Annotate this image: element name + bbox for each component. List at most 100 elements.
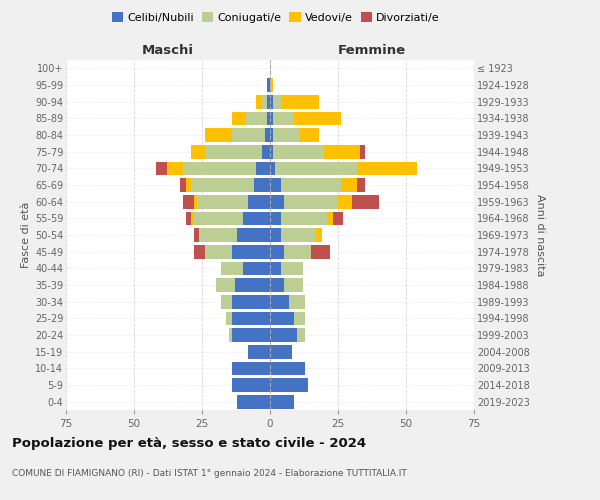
Bar	[205, 245, 232, 258]
Bar	[281, 178, 341, 192]
Bar	[270, 245, 284, 258]
Bar	[183, 162, 256, 175]
Bar	[327, 212, 332, 225]
Bar	[235, 278, 270, 292]
Bar	[270, 162, 275, 175]
Bar	[270, 228, 281, 242]
Bar	[232, 362, 270, 375]
Bar	[194, 195, 197, 208]
Bar	[281, 262, 302, 275]
Bar	[205, 128, 232, 142]
Bar	[352, 195, 379, 208]
Bar	[232, 378, 270, 392]
Bar	[270, 345, 292, 358]
Bar	[270, 295, 289, 308]
Bar	[194, 212, 243, 225]
Bar	[238, 395, 270, 408]
Bar	[267, 95, 270, 108]
Bar	[270, 95, 273, 108]
Bar	[232, 245, 270, 258]
Bar	[284, 195, 338, 208]
Bar	[232, 312, 270, 325]
Bar	[270, 262, 281, 275]
Bar	[357, 162, 417, 175]
Bar	[232, 128, 265, 142]
Bar	[281, 95, 319, 108]
Bar	[226, 312, 232, 325]
Bar	[281, 212, 327, 225]
Text: Femmine: Femmine	[338, 44, 406, 57]
Bar	[270, 145, 273, 158]
Bar	[325, 145, 360, 158]
Bar	[297, 328, 305, 342]
Bar	[185, 212, 191, 225]
Bar	[357, 178, 365, 192]
Bar	[256, 95, 262, 108]
Bar	[270, 212, 281, 225]
Bar	[243, 262, 270, 275]
Bar	[289, 295, 305, 308]
Bar	[270, 178, 281, 192]
Bar	[270, 78, 273, 92]
Bar	[270, 378, 308, 392]
Legend: Celibi/Nubili, Coniugati/e, Vedovi/e, Divorziati/e: Celibi/Nubili, Coniugati/e, Vedovi/e, Di…	[108, 8, 444, 28]
Bar	[273, 128, 300, 142]
Bar	[180, 178, 185, 192]
Bar	[256, 162, 270, 175]
Bar	[191, 178, 254, 192]
Bar	[295, 312, 305, 325]
Bar	[295, 112, 341, 125]
Bar	[248, 345, 270, 358]
Bar	[300, 128, 319, 142]
Bar	[284, 245, 311, 258]
Bar	[267, 78, 270, 92]
Bar	[311, 245, 330, 258]
Y-axis label: Anni di nascita: Anni di nascita	[535, 194, 545, 276]
Bar	[262, 145, 270, 158]
Bar	[183, 195, 194, 208]
Bar	[238, 228, 270, 242]
Bar	[232, 328, 270, 342]
Bar	[248, 195, 270, 208]
Bar	[245, 112, 267, 125]
Bar	[275, 162, 357, 175]
Bar	[270, 128, 273, 142]
Bar	[273, 112, 295, 125]
Bar	[194, 245, 205, 258]
Bar	[215, 278, 235, 292]
Bar	[232, 295, 270, 308]
Bar	[273, 145, 325, 158]
Bar	[270, 195, 284, 208]
Bar	[191, 145, 205, 158]
Bar	[267, 112, 270, 125]
Bar	[316, 228, 322, 242]
Bar	[270, 312, 295, 325]
Bar	[254, 178, 270, 192]
Bar	[270, 112, 273, 125]
Bar	[191, 212, 194, 225]
Bar	[338, 195, 352, 208]
Bar	[332, 212, 343, 225]
Bar	[270, 362, 305, 375]
Bar	[229, 328, 232, 342]
Bar	[341, 178, 357, 192]
Bar	[221, 262, 243, 275]
Bar	[270, 395, 295, 408]
Bar	[205, 145, 262, 158]
Y-axis label: Fasce di età: Fasce di età	[20, 202, 31, 268]
Bar	[185, 178, 191, 192]
Bar	[273, 95, 281, 108]
Bar	[281, 228, 316, 242]
Text: Popolazione per età, sesso e stato civile - 2024: Popolazione per età, sesso e stato civil…	[12, 438, 366, 450]
Bar	[270, 328, 297, 342]
Bar	[262, 95, 267, 108]
Bar	[360, 145, 365, 158]
Bar	[232, 112, 245, 125]
Text: Maschi: Maschi	[142, 44, 194, 57]
Bar	[194, 228, 199, 242]
Bar	[221, 295, 232, 308]
Bar	[156, 162, 167, 175]
Bar	[284, 278, 302, 292]
Bar	[199, 228, 238, 242]
Bar	[167, 162, 183, 175]
